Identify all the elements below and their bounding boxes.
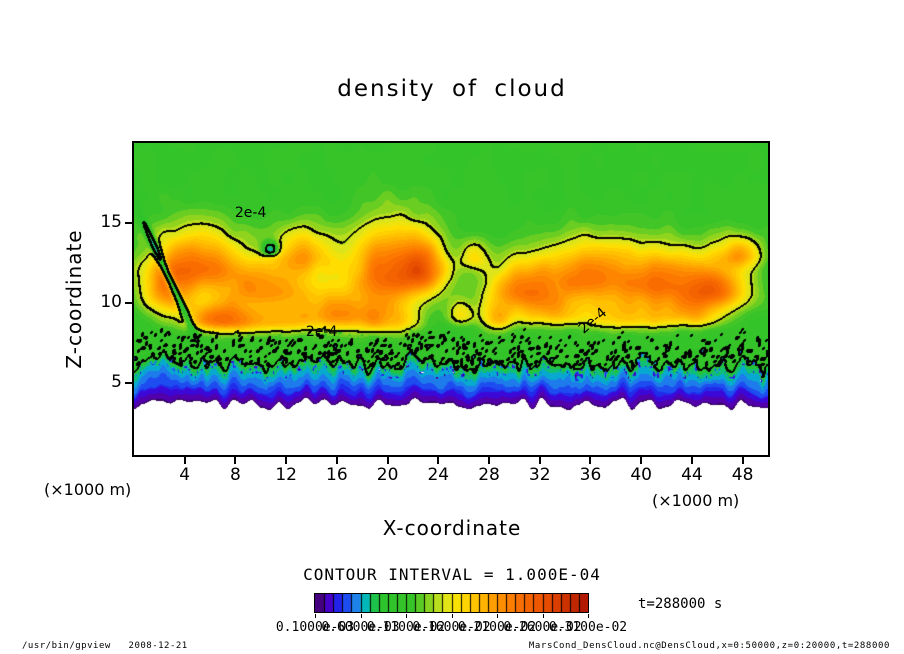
- x-tick-mark: [741, 457, 744, 464]
- x-tick-mark: [285, 457, 288, 464]
- x-tick-label: 16: [326, 465, 348, 485]
- colorbar-tick-mark: [406, 614, 407, 618]
- colorbar-tick-mark: [497, 614, 498, 618]
- x-tick-mark: [589, 457, 592, 464]
- contour-label: 2e-4: [305, 323, 338, 340]
- x-tick-mark: [437, 457, 440, 464]
- x-tick-mark: [183, 457, 186, 464]
- contour-interval-text: CONTOUR INTERVAL = 1.000E-04: [303, 565, 601, 584]
- x-tick-mark: [234, 457, 237, 464]
- y-tick-label: 15: [100, 212, 122, 232]
- y-tick-mark: [125, 222, 132, 224]
- x-tick-label: 40: [630, 465, 652, 485]
- x-axis-title: X-coordinate: [382, 516, 522, 540]
- contour-plot-canvas: [134, 143, 768, 455]
- colorbar-tick-mark: [315, 614, 316, 618]
- colorbar-label: 0.6000e-03: [321, 620, 400, 635]
- x-tick-label: 4: [179, 465, 191, 485]
- x-tick-label: 20: [376, 465, 399, 485]
- colorbar-canvas: [315, 594, 588, 612]
- colorbar-label: 0.2600e-02: [503, 620, 582, 635]
- colorbar-tick-mark: [588, 614, 589, 618]
- x-tick-mark: [690, 457, 693, 464]
- colorbar-label: 0.1000e-03: [275, 620, 355, 635]
- x-tick-label: 36: [579, 465, 602, 485]
- y-tick-label: 5: [111, 372, 122, 392]
- x-tick-label: 48: [731, 465, 754, 485]
- y-axis-unit: (×1000 m): [44, 480, 132, 499]
- x-tick-label: 24: [427, 465, 450, 485]
- chart-title: density of cloud: [337, 76, 567, 102]
- x-tick-mark: [538, 457, 541, 464]
- footer-command: /usr/bin/gpview 2008-12-21: [22, 641, 188, 651]
- x-axis-unit: (×1000 m): [652, 491, 740, 510]
- x-tick-mark: [386, 457, 389, 464]
- colorbar-label: 0.1100e-02: [366, 620, 446, 635]
- x-tick-label: 28: [478, 465, 500, 485]
- x-tick-mark: [640, 457, 643, 464]
- colorbar-label: 0.2100e-02: [457, 620, 537, 635]
- contour-label: 2e-4: [234, 205, 267, 222]
- colorbar: [314, 593, 589, 613]
- footer-datasource: MarsCond_DensCloud.nc@DensCloud,x=0:5000…: [528, 641, 890, 651]
- x-tick-mark: [335, 457, 338, 464]
- x-tick-label: 12: [275, 465, 297, 485]
- plot-area: [132, 141, 770, 457]
- x-tick-label: 44: [681, 465, 703, 485]
- colorbar-tick-mark: [542, 614, 544, 618]
- time-annotation: t=288000 s: [638, 596, 723, 612]
- y-tick-label: 10: [100, 292, 122, 312]
- y-tick-mark: [125, 382, 132, 384]
- x-tick-mark: [488, 457, 491, 464]
- colorbar-tick-mark: [451, 614, 453, 618]
- y-tick-mark: [125, 302, 132, 304]
- colorbar-tick-mark: [360, 614, 362, 618]
- colorbar-label: 0.1600e-02: [412, 620, 491, 635]
- x-tick-label: 8: [230, 465, 241, 485]
- x-tick-label: 32: [528, 465, 551, 485]
- colorbar-label: 0.3100e-02: [548, 620, 628, 635]
